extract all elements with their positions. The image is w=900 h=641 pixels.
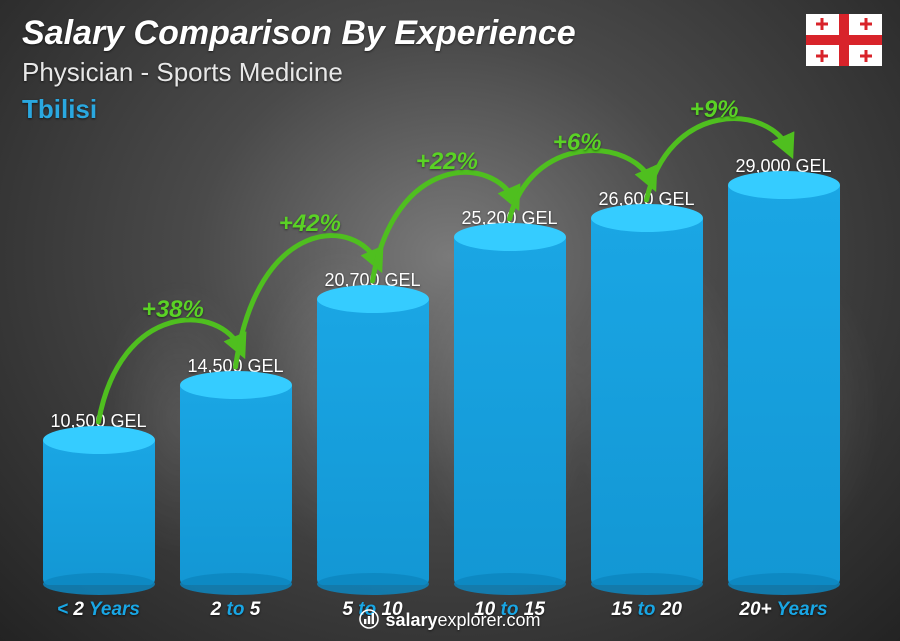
growth-pct-label: +9%: [690, 96, 739, 124]
chart-title: Salary Comparison By Experience: [22, 14, 878, 53]
bar-column: 29,000 GEL20+ Years: [715, 156, 852, 585]
bar: [591, 218, 703, 585]
bar-column: 10,500 GEL< 2 Years: [30, 411, 167, 585]
bar: [180, 385, 292, 585]
bar-column: 14,500 GEL2 to 5: [167, 356, 304, 585]
chart-subtitle: Physician - Sports Medicine: [22, 57, 878, 88]
bar: [43, 440, 155, 585]
growth-pct-label: +42%: [279, 210, 341, 238]
header: Salary Comparison By Experience Physicia…: [22, 14, 878, 125]
footer-brand-plain: explorer.com: [438, 610, 541, 630]
footer-brand-bold: salary: [385, 610, 437, 630]
bar: [454, 237, 566, 585]
bar: [728, 185, 840, 585]
bar-column: 26,600 GEL15 to 20: [578, 189, 715, 585]
growth-pct-label: +22%: [416, 148, 478, 176]
bar-chart: 10,500 GEL< 2 Years14,500 GEL2 to 520,70…: [30, 115, 852, 585]
salaryexplorer-logo-icon: [359, 609, 379, 629]
bar: [317, 299, 429, 585]
georgia-flag-icon: [806, 14, 882, 66]
growth-pct-label: +6%: [553, 129, 602, 157]
bar-column: 20,700 GEL5 to 10: [304, 270, 441, 585]
bar-column: 25,200 GEL10 to 15: [441, 208, 578, 585]
footer-attribution: salaryexplorer.com: [0, 609, 900, 631]
growth-pct-label: +38%: [142, 296, 204, 324]
